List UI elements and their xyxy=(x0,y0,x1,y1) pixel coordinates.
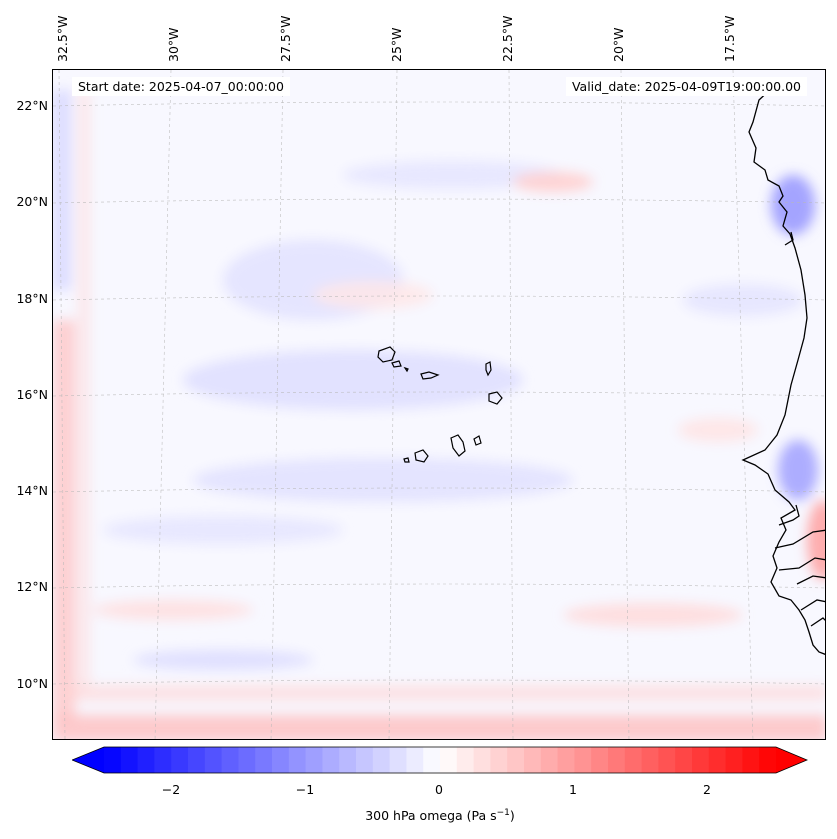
omega-positive-region xyxy=(563,603,743,627)
colorbar-segment xyxy=(591,747,608,773)
omega-negative-region xyxy=(103,516,343,544)
latitude-label: 22°N xyxy=(8,98,48,113)
colorbar-tick-label: 2 xyxy=(703,782,711,797)
omega-field xyxy=(53,90,826,740)
longitude-label: 27.5°W xyxy=(278,16,293,62)
colorbar-segment xyxy=(423,747,440,773)
colorbar-tick-label: 0 xyxy=(435,782,443,797)
colorbar-segment xyxy=(625,747,642,773)
colorbar-segment xyxy=(289,747,306,773)
colorbar-segment xyxy=(205,747,222,773)
coastline-detail xyxy=(797,576,826,584)
colorbar-extend-min xyxy=(72,747,104,773)
parallel-line xyxy=(53,680,826,684)
colorbar-segment xyxy=(524,747,541,773)
latitude-label: 10°N xyxy=(8,676,48,691)
omega-negative-band xyxy=(53,90,71,290)
longitude-label: 32.5°W xyxy=(55,16,70,62)
meridian-line xyxy=(733,70,753,740)
omega-positive-region xyxy=(313,281,433,309)
omega-negative-region xyxy=(193,458,573,502)
omega-negative-region xyxy=(778,440,818,500)
colorbar-segment xyxy=(759,747,776,773)
omega-negative-region xyxy=(771,175,815,235)
map-panel[interactable] xyxy=(52,69,826,740)
colorbar-segment xyxy=(440,747,457,773)
omega-negative-region xyxy=(133,650,313,670)
colorbar-segment xyxy=(373,747,390,773)
omega-positive-band xyxy=(63,685,826,701)
longitude-label: 25°W xyxy=(389,27,404,62)
colorbar-segment xyxy=(322,747,339,773)
longitude-label: 20°W xyxy=(611,27,626,62)
colorbar-extend-max xyxy=(776,747,807,773)
colorbar-segment xyxy=(474,747,491,773)
meridian-line xyxy=(621,70,629,740)
coastline-detail xyxy=(811,618,826,626)
map-canvas xyxy=(53,70,826,740)
colorbar-segment xyxy=(642,747,659,773)
start-date-label: Start date: 2025-04-07_00:00:00 xyxy=(72,77,290,96)
omega-positive-region xyxy=(678,418,758,442)
colorbar-segment xyxy=(574,747,591,773)
colorbar-segment xyxy=(490,747,507,773)
colorbar-segment xyxy=(726,747,743,773)
colorbar-segment xyxy=(406,747,423,773)
colorbar-segment xyxy=(709,747,726,773)
omega-negative-region xyxy=(183,350,523,410)
colorbar-segment xyxy=(692,747,709,773)
parallel-line xyxy=(53,102,826,106)
colorbar-segment xyxy=(238,747,255,773)
colorbar-segment xyxy=(171,747,188,773)
colorbar-segment xyxy=(742,747,759,773)
colorbar-tick-label: −1 xyxy=(296,782,314,797)
colorbar-segment xyxy=(154,747,171,773)
colorbar-segment xyxy=(255,747,272,773)
latitude-label: 14°N xyxy=(8,483,48,498)
valid-date-label: Valid_date: 2025-04-09T19:00:00.00 xyxy=(566,77,807,96)
colorbar-title: 300 hPa omega (Pa s−1) xyxy=(0,808,837,823)
latitude-label: 16°N xyxy=(8,387,48,402)
colorbar-segment xyxy=(356,747,373,773)
omega-positive-region xyxy=(93,600,253,620)
latitude-label: 12°N xyxy=(8,579,48,594)
colorbar-segment xyxy=(188,747,205,773)
island-santiago xyxy=(451,435,465,456)
colorbar-segment xyxy=(306,747,323,773)
colorbar-segment xyxy=(558,747,575,773)
island-maio xyxy=(474,436,481,445)
colorbar-segment xyxy=(272,747,289,773)
colorbar-segment xyxy=(541,747,558,773)
omega-positive-region xyxy=(807,500,826,580)
longitude-label: 30°W xyxy=(166,27,181,62)
omega-positive-region xyxy=(513,172,593,192)
colorbar-segment xyxy=(138,747,155,773)
parallel-line xyxy=(53,199,826,203)
colorbar-tick-label: 1 xyxy=(569,782,577,797)
colorbar-segment xyxy=(121,747,138,773)
colorbar-segments xyxy=(72,747,807,773)
latitude-label: 20°N xyxy=(8,194,48,209)
omega-positive-band xyxy=(78,90,90,690)
omega-negative-region xyxy=(683,284,803,316)
colorbar-segment xyxy=(222,747,239,773)
coastline-detail xyxy=(801,600,826,610)
colorbar-segment xyxy=(457,747,474,773)
colorbar-segment xyxy=(608,747,625,773)
colorbar-segment xyxy=(104,747,121,773)
colorbar-segment xyxy=(339,747,356,773)
longitude-label: 17.5°W xyxy=(722,16,737,62)
colorbar-tick-label: −2 xyxy=(162,782,180,797)
colorbar-segment xyxy=(675,747,692,773)
meridian-line xyxy=(155,70,171,740)
longitude-label: 22.5°W xyxy=(500,16,515,62)
parallel-line xyxy=(53,584,826,588)
colorbar-segment xyxy=(658,747,675,773)
latitude-label: 18°N xyxy=(8,291,48,306)
colorbar-segment xyxy=(390,747,407,773)
colorbar xyxy=(72,746,808,774)
colorbar-segment xyxy=(507,747,524,773)
omega-positive-band xyxy=(53,715,826,740)
